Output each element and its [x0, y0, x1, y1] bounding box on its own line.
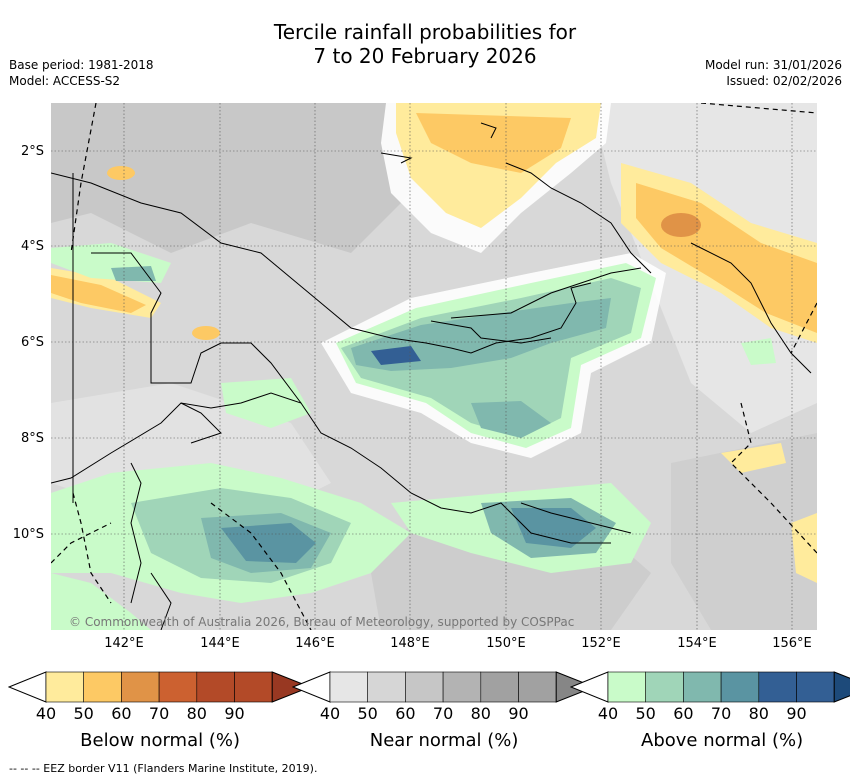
- colorbar-0-tick-80: 80: [186, 704, 207, 723]
- colorbar-0-tick-40: 40: [35, 704, 57, 723]
- meta-right: Model run: 31/01/2026 Issued: 02/02/2026: [705, 57, 842, 89]
- colorbar-2-tick-70: 70: [710, 704, 732, 723]
- probability-shading: [51, 103, 817, 630]
- colorbar-1-swatch-0: [329, 671, 369, 703]
- title-line-1: Tercile rainfall probabilities for: [273, 20, 577, 44]
- colorbar-2-tick-40: 40: [597, 704, 619, 723]
- colorbar-0-tick-70: 70: [148, 704, 170, 723]
- colorbar-1-swatch-2: [405, 671, 444, 703]
- colorbar-1-swatch-5: [518, 671, 557, 703]
- colorbar-1-low-extension: [291, 671, 331, 703]
- lat-label-10s: 10°S: [12, 527, 44, 542]
- lon-label-154e: 154°E: [677, 636, 717, 651]
- colorbar-1-swatch-1: [367, 671, 406, 703]
- colorbar-1-tick-40: 40: [319, 704, 341, 723]
- lon-label-146e: 146°E: [295, 636, 335, 651]
- colorbar-2-title: Above normal (%): [641, 730, 804, 751]
- colorbar-0-tick-50: 50: [73, 704, 94, 723]
- colorbar-1-title: Near normal (%): [369, 730, 519, 751]
- copyright-credit: © Commonwealth of Australia 2026, Bureau…: [69, 615, 574, 629]
- lat-label-4s: 4°S: [20, 239, 44, 254]
- rainfall-map: © Commonwealth of Australia 2026, Bureau…: [51, 103, 817, 630]
- colorbar-0-swatch-1: [83, 671, 122, 703]
- title-line-2: 7 to 20 February 2026: [313, 44, 537, 68]
- colorbar-0-tick-90: 90: [224, 704, 245, 723]
- colorbar-2-high-extension: [833, 671, 850, 703]
- lat-label-8s: 8°S: [20, 431, 44, 446]
- colorbar-0-swatch-3: [158, 671, 198, 703]
- lon-label-148e: 148°E: [390, 636, 430, 651]
- model-text: Model: ACCESS-S2: [9, 74, 121, 88]
- meta-left: Base period: 1981-2018 Model: ACCESS-S2: [9, 57, 154, 89]
- colorbar-2-tick-50: 50: [635, 704, 656, 723]
- colorbar-0-swatch-4: [196, 671, 235, 703]
- colorbar-0: [7, 671, 312, 707]
- colorbar-0-title: Below normal (%): [80, 730, 240, 751]
- colorbar-1-tick-50: 50: [357, 704, 378, 723]
- colorbar-0-swatch-0: [45, 671, 85, 703]
- colorbar-2-tick-60: 60: [673, 704, 694, 723]
- colorbar-2-low-extension: [569, 671, 609, 703]
- lat-label-2s: 2°S: [20, 144, 44, 159]
- colorbar-2: [569, 671, 850, 707]
- eez-border: [51, 103, 817, 630]
- colorbar-1: [291, 671, 596, 707]
- colorbar-2-swatch-1: [645, 671, 684, 703]
- lon-label-150e: 150°E: [486, 636, 526, 651]
- graticule: [51, 103, 817, 630]
- colorbar-2-swatch-4: [758, 671, 797, 703]
- issued-text: Issued: 02/02/2026: [726, 74, 842, 88]
- colorbar-0-swatches: [7, 671, 312, 703]
- coastlines: [51, 122, 812, 630]
- lat-label-6s: 6°S: [20, 335, 44, 350]
- colorbar-1-swatch-4: [480, 671, 519, 703]
- colorbar-2-swatch-0: [607, 671, 647, 703]
- lon-label-142e: 142°E: [104, 636, 144, 651]
- lon-label-152e: 152°E: [581, 636, 621, 651]
- colorbar-1-tick-70: 70: [432, 704, 454, 723]
- colorbar-2-swatch-3: [720, 671, 760, 703]
- map-title: Tercile rainfall probabilities for 7 to …: [0, 20, 850, 68]
- base-period-text: Base period: 1981-2018: [9, 58, 154, 72]
- colorbar-1-swatch-3: [442, 671, 482, 703]
- colorbar-0-low-extension: [7, 671, 47, 703]
- colorbar-2-swatches: [569, 671, 850, 703]
- lon-label-144e: 144°E: [200, 636, 240, 651]
- model-run-text: Model run: 31/01/2026: [704, 58, 842, 72]
- colorbar-1-swatches: [291, 671, 596, 703]
- colorbar-1-tick-60: 60: [395, 704, 416, 723]
- colorbar-2-swatch-2: [683, 671, 722, 703]
- colorbar-2-tick-90: 90: [786, 704, 807, 723]
- colorbar-2-swatch-5: [796, 671, 835, 703]
- colorbar-2-tick-80: 80: [748, 704, 769, 723]
- colorbar-0-high-extension: [271, 671, 312, 703]
- colorbar-1-tick-90: 90: [508, 704, 529, 723]
- lon-label-156e: 156°E: [772, 636, 812, 651]
- colorbar-0-swatch-2: [121, 671, 160, 703]
- colorbar-0-tick-60: 60: [111, 704, 132, 723]
- colorbar-0-swatch-5: [234, 671, 273, 703]
- eez-footnote: -- -- -- EEZ border V11 (Flanders Marine…: [9, 762, 318, 775]
- colorbar-1-tick-80: 80: [470, 704, 491, 723]
